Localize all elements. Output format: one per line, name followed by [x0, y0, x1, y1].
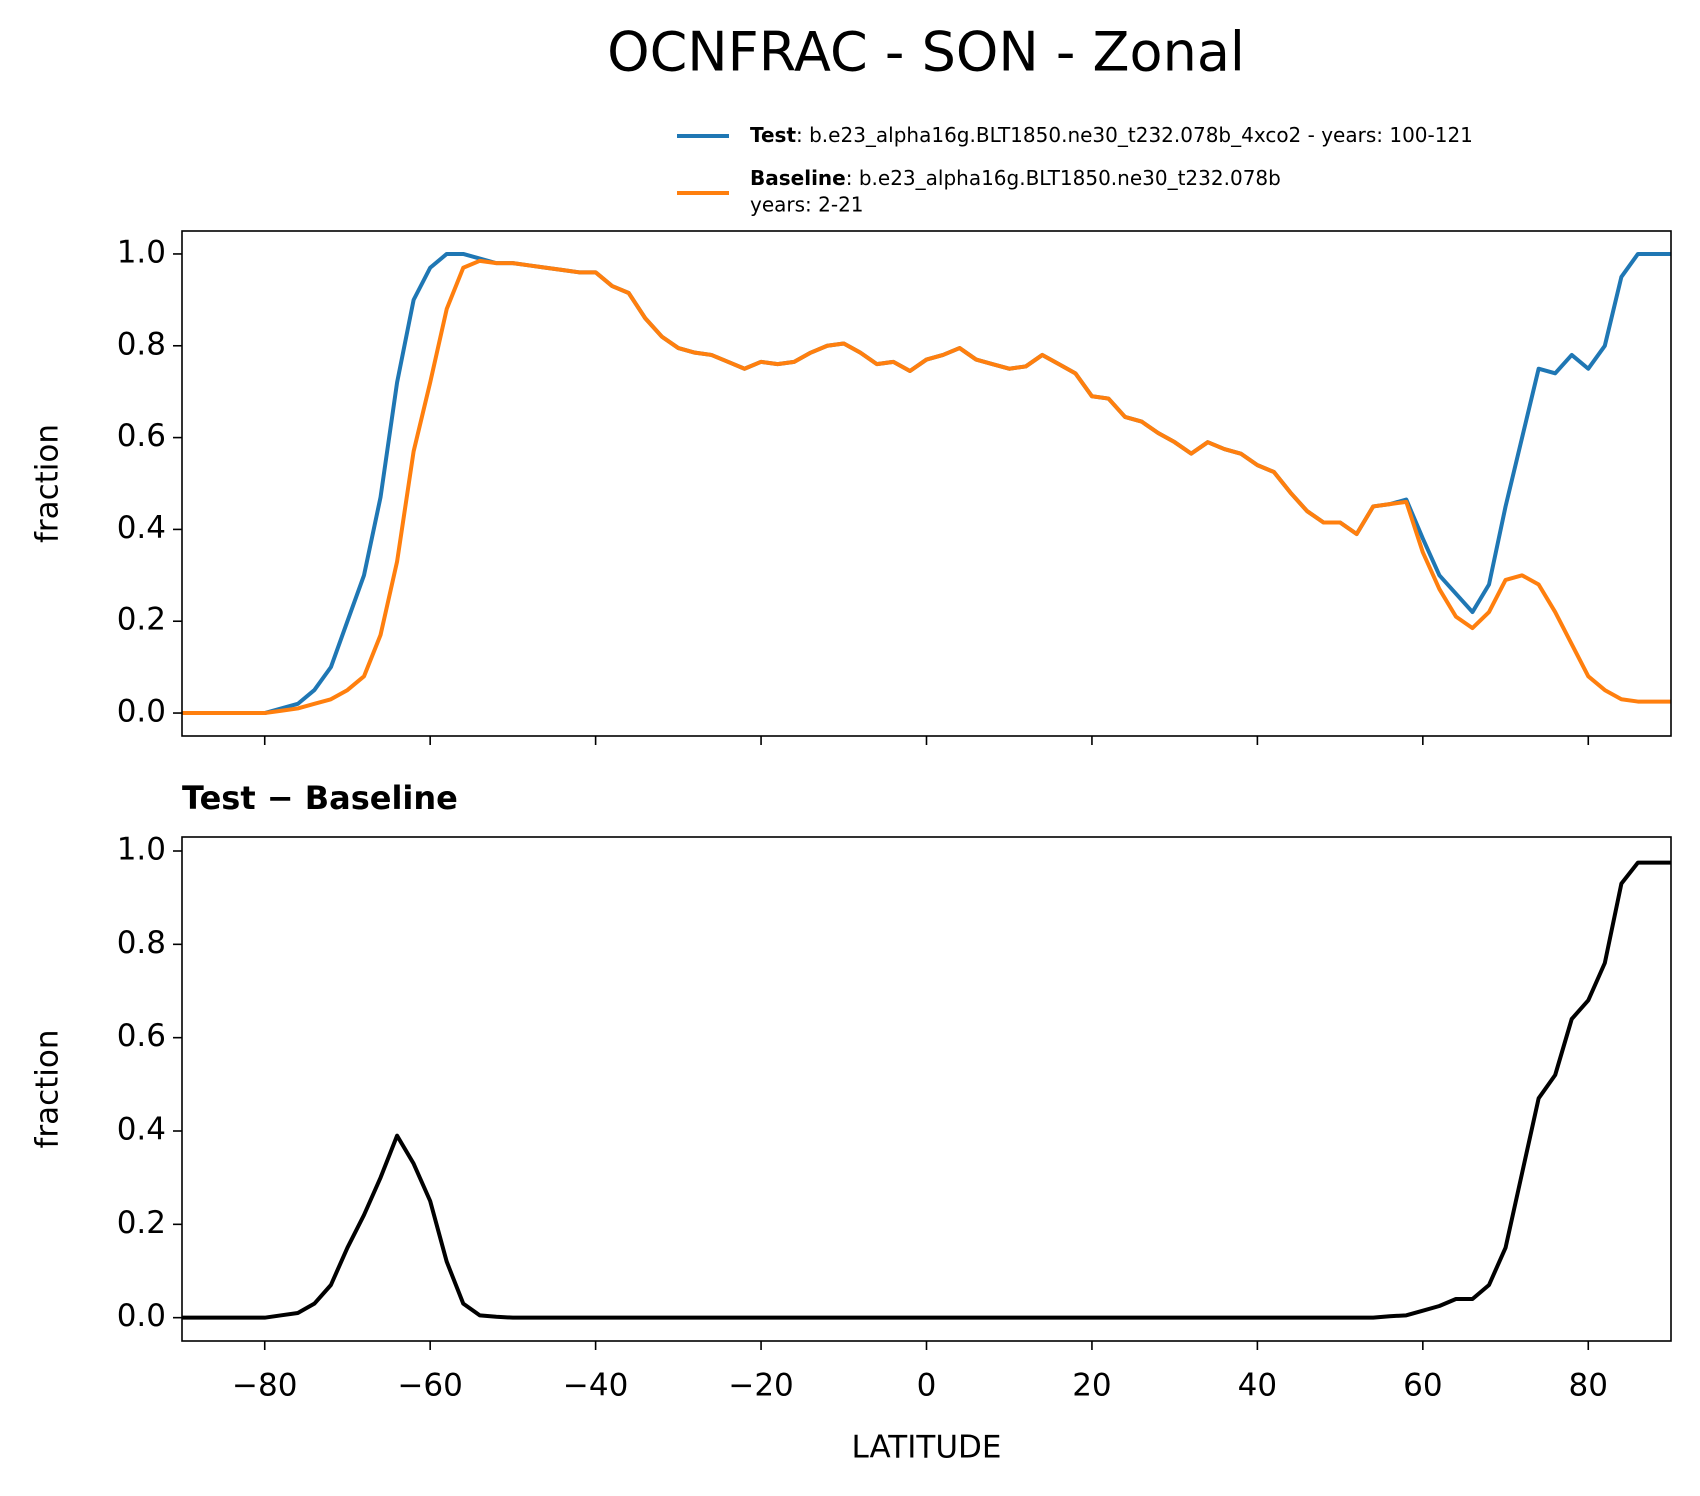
y-tick-label: 0.0 [117, 694, 166, 730]
x-tick-label: 40 [1238, 1368, 1277, 1404]
legend-description: years: 2-21 [750, 193, 864, 217]
x-axis-label: LATITUDE [852, 1430, 1002, 1466]
y-axis-label: fraction [30, 1029, 66, 1148]
y-tick-label: 0.0 [117, 1298, 166, 1334]
y-tick-label: 0.8 [117, 326, 166, 362]
y-tick-label: 0.4 [117, 510, 166, 546]
legend-name: Baseline [750, 166, 846, 190]
legend-label: Test: b.e23_alpha16g.BLT1850.ne30_t232.0… [750, 123, 1473, 147]
y-tick-label: 0.2 [117, 602, 166, 638]
legend-description: : b.e23_alpha16g.BLT1850.ne30_t232.078b [846, 166, 1281, 190]
y-tick-label: 1.0 [117, 832, 166, 868]
x-tick-label: −40 [563, 1368, 628, 1404]
axes-title: Test − Baseline [182, 779, 458, 817]
data-line [182, 860, 1671, 1320]
y-axis-label: fraction [30, 424, 66, 543]
legend-label: Baseline: b.e23_alpha16g.BLT1850.ne30_t2… [750, 166, 1281, 190]
y-tick-label: 0.8 [117, 925, 166, 961]
x-tick-label: 0 [917, 1368, 937, 1404]
x-tick-label: 20 [1072, 1368, 1111, 1404]
axes-frame [181, 230, 1672, 737]
x-tick-label: −80 [232, 1368, 297, 1404]
x-tick-label: 80 [1569, 1368, 1608, 1404]
y-tick-label: 1.0 [117, 234, 166, 270]
x-tick-label: 60 [1403, 1368, 1442, 1404]
y-tick-label: 0.4 [117, 1112, 166, 1148]
legend-description: : b.e23_alpha16g.BLT1850.ne30_t232.078b_… [796, 123, 1473, 147]
x-tick-label: −20 [728, 1368, 793, 1404]
y-tick-label: 0.2 [117, 1205, 166, 1241]
y-tick-label: 0.6 [117, 1018, 166, 1054]
legend-name: Test [750, 123, 796, 147]
y-tick-label: 0.6 [117, 418, 166, 454]
figure-title: OCNFRAC - SON - Zonal [607, 21, 1245, 84]
x-tick-label: −60 [397, 1368, 462, 1404]
axes-frame [181, 836, 1672, 1342]
data-line [182, 258, 1671, 716]
